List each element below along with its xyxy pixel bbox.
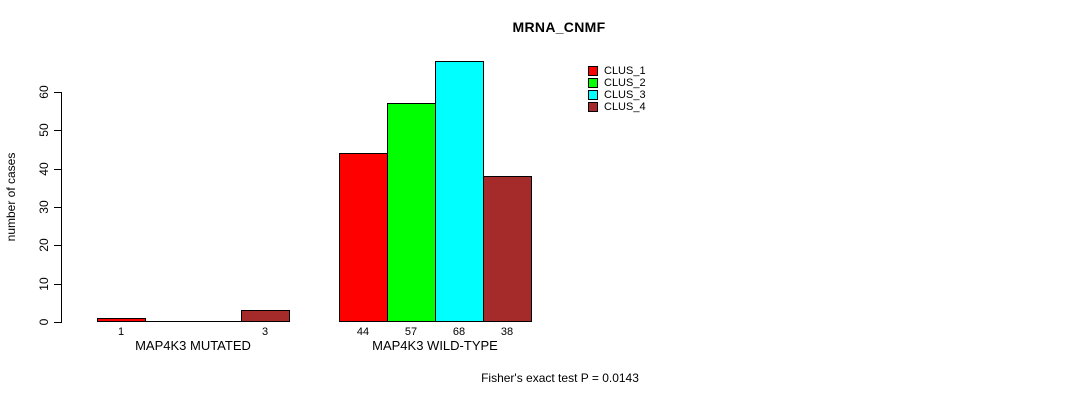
y-tick-label: 0	[37, 318, 51, 326]
bar-clus_4	[241, 310, 290, 322]
y-axis-label: number of cases	[4, 152, 18, 242]
bar-clus_4	[483, 176, 532, 322]
legend-swatch-icon	[588, 90, 598, 100]
y-tick-label: 30	[37, 200, 51, 214]
y-tick-label: 20	[37, 238, 51, 252]
legend-swatch-icon	[588, 102, 598, 112]
bar-value-label: 68	[452, 326, 466, 338]
y-tick-mark	[54, 92, 62, 93]
bar-zero-clus_2	[145, 321, 194, 322]
y-tick-mark	[54, 130, 62, 131]
legend-swatch-icon	[588, 78, 598, 88]
legend-item-label: CLUS_2	[604, 77, 646, 89]
legend-item-label: CLUS_3	[604, 89, 646, 101]
fisher-test-annotation: Fisher's exact test P = 0.0143	[481, 371, 639, 385]
bar-value-label: 1	[117, 326, 125, 338]
group-label: MAP4K3 MUTATED	[135, 338, 251, 353]
bar-value-label: 57	[404, 326, 418, 338]
bar-value-label: 3	[261, 326, 269, 338]
bar-clus_1	[339, 153, 388, 322]
bar-clus_1	[97, 318, 146, 322]
bar-value-label: 38	[500, 326, 514, 338]
bar-clus_2	[387, 103, 436, 322]
chart-title: MRNA_CNMF	[512, 19, 606, 35]
y-tick-mark	[54, 169, 62, 170]
legend-item-label: CLUS_4	[604, 101, 646, 113]
y-tick-label: 50	[37, 123, 51, 137]
bar-zero-clus_3	[193, 321, 242, 322]
y-tick-mark	[54, 284, 62, 285]
bar-clus_3	[435, 61, 484, 322]
y-tick-label: 40	[37, 162, 51, 176]
legend-item-clus_2: CLUS_2	[588, 77, 646, 89]
legend-item-clus_4: CLUS_4	[588, 101, 646, 113]
y-tick-label: 60	[37, 85, 51, 99]
legend: CLUS_1 CLUS_2 CLUS_3 CLUS_4	[588, 65, 646, 113]
bar-value-label: 44	[356, 326, 370, 338]
y-tick-mark	[54, 207, 62, 208]
y-tick-mark	[54, 245, 62, 246]
legend-item-label: CLUS_1	[604, 65, 646, 77]
group-label: MAP4K3 WILD-TYPE	[372, 338, 498, 353]
legend-swatch-icon	[588, 66, 598, 76]
legend-item-clus_1: CLUS_1	[588, 65, 646, 77]
y-tick-label: 10	[37, 277, 51, 291]
y-tick-mark	[54, 322, 62, 323]
legend-item-clus_3: CLUS_3	[588, 89, 646, 101]
